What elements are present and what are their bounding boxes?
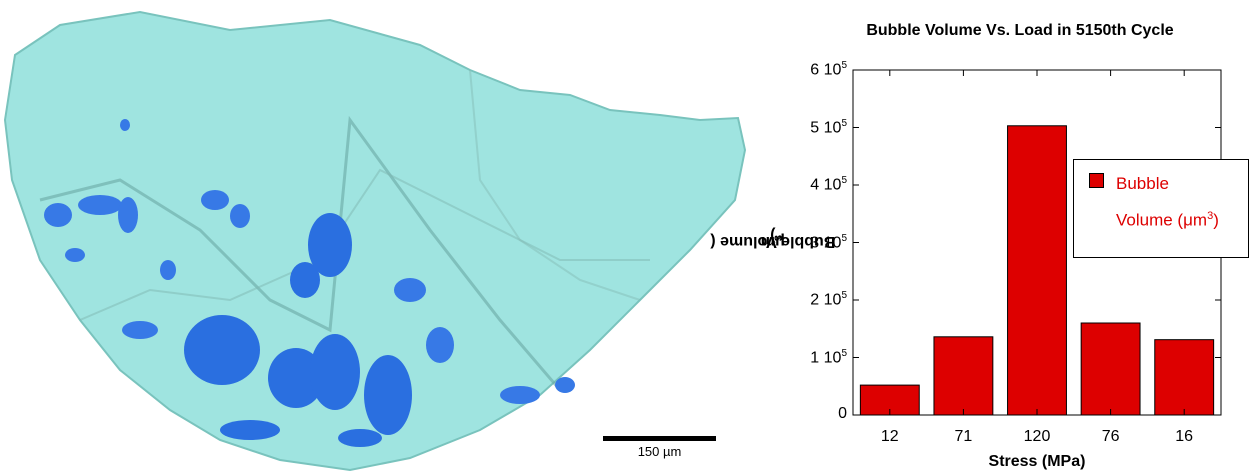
- bubble-region: [122, 321, 158, 339]
- bar: [1007, 125, 1067, 416]
- bar: [1154, 339, 1215, 416]
- legend-label-line2: Volume (μm3): [1116, 200, 1219, 237]
- bubble-region: [120, 119, 130, 131]
- y-tick-label: 5 105: [787, 118, 847, 137]
- y-tick-label: 1 105: [787, 348, 847, 367]
- x-axis-title: Stress (MPa): [988, 453, 1086, 470]
- y-tick-label-text: 0: [838, 405, 847, 422]
- scale-bar-label: 150 µm: [637, 444, 682, 459]
- bubble-region: [65, 248, 85, 262]
- bubble-region: [230, 204, 250, 228]
- legend-unit-base: Volume (: [1116, 210, 1184, 230]
- bubble-region: [160, 260, 176, 280]
- fracture-ridge: [39, 115, 562, 391]
- y-tick-label: 6 105: [787, 60, 847, 79]
- bubble-region: [44, 203, 72, 227]
- bar: [1080, 322, 1141, 416]
- x-tick-label: 12: [880, 428, 899, 445]
- fracture-ridge: [469, 69, 641, 301]
- x-tick-label: 16: [1175, 428, 1194, 445]
- fracture-ridge: [79, 168, 650, 321]
- bubble-region: [426, 327, 454, 363]
- legend-unit: μm: [1183, 210, 1208, 230]
- bubble-region: [555, 377, 575, 393]
- fracture-micrograph: [3, 10, 747, 472]
- bar: [933, 336, 994, 416]
- legend-label: Bubble Volume (μm3): [1116, 168, 1219, 237]
- chart-title: Bubble Volume Vs. Load in 5150th Cycle: [866, 22, 1174, 39]
- bubble-region: [310, 334, 360, 410]
- x-tick-label: 76: [1101, 428, 1120, 445]
- y-tick-label: 3 105: [787, 233, 847, 252]
- y-tick-label-exp: 5: [841, 290, 847, 301]
- y-tick-label-exp: 5: [841, 347, 847, 359]
- y-tick-label-text: 3 10: [810, 233, 842, 251]
- y-axis-title: Bubble Volume (μm 3): [710, 227, 835, 250]
- y-tick-label-text: 5 10: [810, 118, 842, 136]
- y-tick-label-exp: 5: [841, 60, 847, 71]
- y-tick-label-text: 6 10: [810, 61, 842, 79]
- bubble-region: [220, 420, 280, 440]
- bubble-region: [394, 278, 426, 302]
- y-axis-title-end: ): [770, 226, 776, 244]
- x-tick-label: 120: [1023, 428, 1051, 445]
- bubble-region: [268, 348, 324, 408]
- legend-unit-end: ): [1213, 210, 1219, 230]
- y-tick-label-text: 4 10: [810, 176, 842, 194]
- y-tick-label-text: 2 10: [810, 291, 842, 309]
- bubble-region: [78, 195, 122, 215]
- bubble-region: [184, 315, 260, 385]
- y-tick-label: 2 105: [787, 290, 847, 309]
- y-tick-label-exp: 5: [841, 232, 847, 244]
- bubble-region: [201, 190, 229, 210]
- legend-swatch: [1089, 173, 1104, 188]
- y-tick-label-exp: 5: [841, 117, 847, 129]
- bubble-region: [308, 213, 352, 277]
- y-tick-label-text: 1 10: [810, 348, 842, 366]
- scale-bar: [603, 436, 716, 441]
- legend: Bubble Volume (μm3): [1073, 159, 1249, 258]
- y-tick-label-exp: 5: [841, 175, 847, 186]
- legend-label-line1: Bubble: [1116, 174, 1169, 193]
- bubble-region: [118, 197, 138, 233]
- bubble-region: [290, 262, 320, 298]
- bubble-region: [364, 355, 412, 435]
- y-tick-label: 0: [787, 405, 847, 423]
- bubble-region: [500, 386, 540, 404]
- legend-unit-exp: 3: [1207, 210, 1214, 222]
- bubble-region: [338, 429, 382, 447]
- y-tick-label: 4 105: [787, 175, 847, 194]
- x-tick-label: 71: [954, 428, 973, 445]
